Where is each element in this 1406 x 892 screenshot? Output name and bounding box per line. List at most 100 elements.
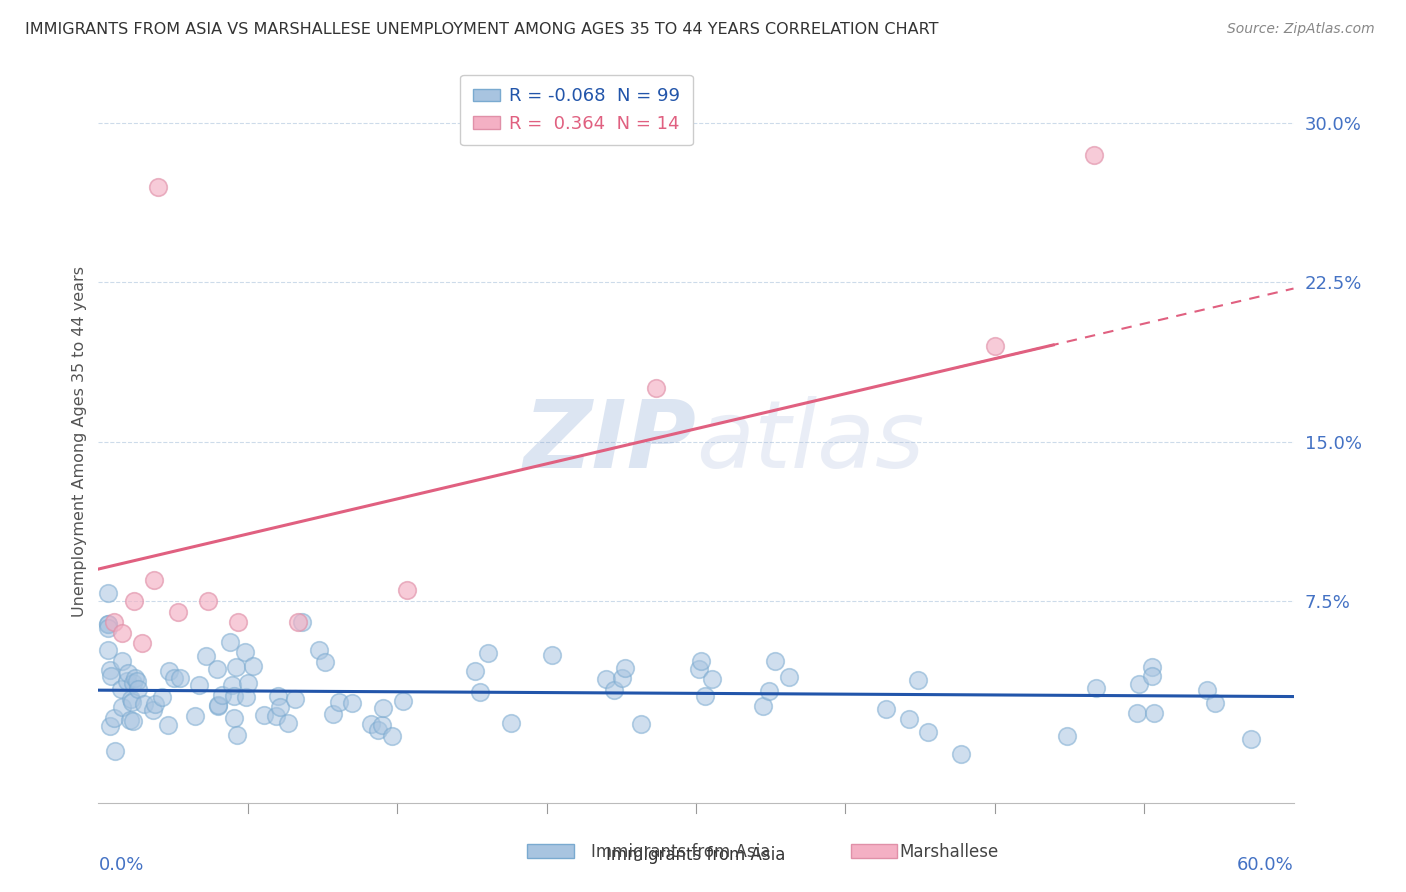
Point xyxy=(169,671,191,685)
Point xyxy=(97,643,120,657)
Point xyxy=(103,711,125,725)
Point xyxy=(917,725,939,739)
Point xyxy=(207,699,229,714)
Text: 0.0%: 0.0% xyxy=(98,856,143,874)
Point xyxy=(322,706,344,721)
Point xyxy=(235,690,257,704)
Point xyxy=(194,649,217,664)
Text: Immigrants from Asia: Immigrants from Asia xyxy=(606,847,786,864)
Point xyxy=(464,665,486,679)
Point xyxy=(103,615,125,630)
Point xyxy=(269,699,291,714)
Point xyxy=(104,744,127,758)
Point xyxy=(1083,147,1105,161)
Point xyxy=(236,676,259,690)
Point xyxy=(367,723,389,738)
Point xyxy=(1128,677,1150,691)
Point xyxy=(111,625,134,640)
Point xyxy=(221,678,243,692)
Text: ZIP: ZIP xyxy=(523,395,696,488)
Point xyxy=(266,708,288,723)
Point xyxy=(1240,731,1263,746)
Point xyxy=(287,615,309,630)
Point xyxy=(163,671,186,685)
Point xyxy=(148,179,170,194)
Point xyxy=(689,654,711,668)
Point xyxy=(613,661,636,675)
Point xyxy=(340,696,363,710)
Point xyxy=(115,673,138,688)
Point xyxy=(125,673,148,688)
Point xyxy=(218,635,240,649)
Point xyxy=(875,702,897,716)
Point xyxy=(751,699,773,714)
Point xyxy=(267,689,290,703)
Point xyxy=(97,586,120,600)
Point xyxy=(98,718,121,732)
Point xyxy=(477,646,499,660)
Point xyxy=(97,617,120,632)
Point xyxy=(233,645,256,659)
Point xyxy=(110,700,132,714)
Point xyxy=(328,694,350,708)
Text: Immigrants from Asia: Immigrants from Asia xyxy=(591,843,770,861)
Point xyxy=(100,669,122,683)
Point xyxy=(120,692,142,706)
Point xyxy=(156,718,179,732)
Point xyxy=(222,690,245,704)
Point xyxy=(897,712,920,726)
Point xyxy=(142,703,165,717)
Point xyxy=(197,594,219,608)
Point xyxy=(541,648,564,662)
Point xyxy=(205,662,228,676)
Point xyxy=(284,692,307,706)
Point xyxy=(1204,696,1226,710)
Point xyxy=(242,658,264,673)
Point xyxy=(143,697,166,711)
Point xyxy=(184,708,207,723)
Point xyxy=(207,698,229,713)
Point xyxy=(984,339,1007,353)
Point xyxy=(111,654,134,668)
Point xyxy=(308,642,330,657)
Point xyxy=(121,695,143,709)
Point xyxy=(1125,706,1147,720)
Text: 60.0%: 60.0% xyxy=(1237,856,1294,874)
Point xyxy=(117,665,139,680)
Point xyxy=(152,690,174,705)
Text: Marshallese: Marshallese xyxy=(900,843,1000,861)
Point xyxy=(110,681,132,696)
Point xyxy=(603,682,626,697)
Point xyxy=(371,717,394,731)
Point xyxy=(314,656,336,670)
Point xyxy=(392,694,415,708)
Point xyxy=(1195,682,1218,697)
Point xyxy=(595,672,617,686)
Point xyxy=(1140,659,1163,673)
Point xyxy=(187,678,209,692)
Point xyxy=(124,594,146,608)
Point xyxy=(778,670,800,684)
Point xyxy=(253,707,276,722)
Point xyxy=(1140,669,1163,683)
Point xyxy=(470,685,492,699)
Point xyxy=(122,714,145,729)
Text: Source: ZipAtlas.com: Source: ZipAtlas.com xyxy=(1227,22,1375,37)
Point xyxy=(127,682,149,697)
Point xyxy=(143,573,166,587)
Point xyxy=(122,676,145,690)
Point xyxy=(100,663,122,677)
Point xyxy=(371,701,394,715)
Point xyxy=(226,615,249,630)
Point xyxy=(949,747,972,762)
Point xyxy=(907,673,929,688)
Point xyxy=(226,728,249,742)
Point xyxy=(277,716,299,731)
Point xyxy=(167,605,190,619)
Text: IMMIGRANTS FROM ASIA VS MARSHALLESE UNEMPLOYMENT AMONG AGES 35 TO 44 YEARS CORRE: IMMIGRANTS FROM ASIA VS MARSHALLESE UNEM… xyxy=(25,22,939,37)
Point xyxy=(1085,681,1108,695)
Point xyxy=(118,714,141,728)
Point xyxy=(360,716,382,731)
Point xyxy=(501,716,523,731)
Point xyxy=(211,689,233,703)
